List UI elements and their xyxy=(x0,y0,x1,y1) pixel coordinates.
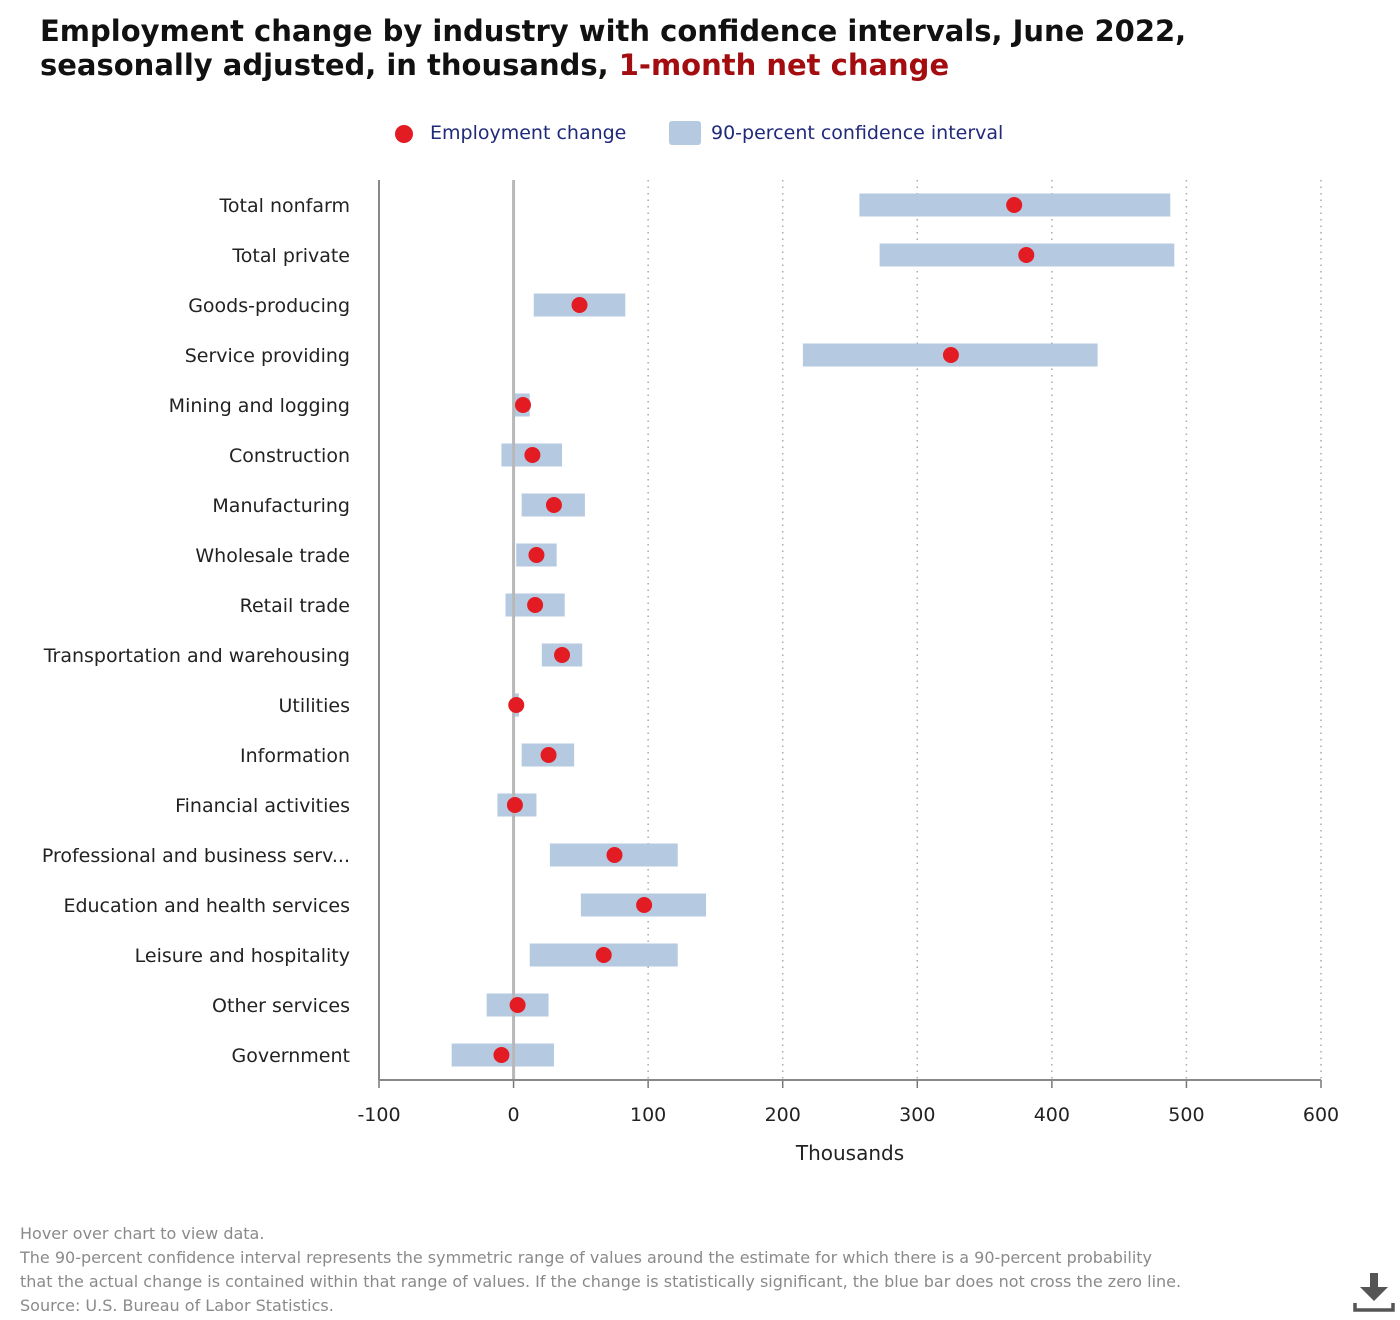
category-label: Leisure and hospitality xyxy=(135,945,350,967)
employment-change-point xyxy=(595,947,612,963)
footnote-interval-note-1: The 90-percent confidence interval repre… xyxy=(20,1248,1152,1267)
category-label: Total private xyxy=(231,245,350,267)
download-icon[interactable] xyxy=(1352,1270,1396,1314)
employment-change-point xyxy=(545,497,562,513)
footnote-interval-note-2: that the actual change is contained with… xyxy=(20,1272,1182,1291)
category-label: Utilities xyxy=(278,695,350,717)
category-label: Professional and business serv... xyxy=(42,845,350,867)
employment-change-point xyxy=(571,297,588,313)
chart-legend: Employment change 90-percent confidence … xyxy=(0,118,1400,152)
x-tick-label: 400 xyxy=(1034,1104,1070,1126)
employment-change-point xyxy=(508,697,525,713)
category-label: Total nonfarm xyxy=(219,195,350,217)
grid-lines xyxy=(647,180,1322,1080)
employment-change-point xyxy=(506,797,523,813)
employment-change-point xyxy=(942,347,959,363)
employment-change-point xyxy=(509,997,526,1013)
x-tick-label: 100 xyxy=(630,1104,666,1126)
chart-plot[interactable]: Total nonfarm Total private Goods-producin… xyxy=(0,0,1400,1200)
x-axis-title: Thousands xyxy=(795,1141,904,1165)
employment-change-point xyxy=(606,847,623,863)
x-tick-labels: -100 0 100 200 300 400 500 600 xyxy=(357,1104,1339,1126)
footnote-source: Source: U.S. Bureau of Labor Statistics. xyxy=(20,1296,334,1315)
x-tick-label: 300 xyxy=(899,1104,935,1126)
legend-interval-label: 90-percent confidence interval xyxy=(711,122,1004,144)
x-tick-label: 0 xyxy=(508,1104,520,1126)
x-tick-label: 200 xyxy=(765,1104,801,1126)
category-labels: Total nonfarm Total private Goods-producin… xyxy=(42,195,350,1067)
category-label: Financial activities xyxy=(175,795,350,817)
employment-change-point xyxy=(524,447,541,463)
employment-change-point xyxy=(1006,197,1023,213)
chart-title-highlight: 1-month net change xyxy=(618,48,950,82)
employment-change-point xyxy=(554,647,571,663)
category-label: Information xyxy=(240,745,350,767)
category-label: Government xyxy=(232,1045,351,1067)
category-label: Mining and logging xyxy=(169,395,350,417)
x-tick-label: 600 xyxy=(1303,1104,1339,1126)
x-tick-label: -100 xyxy=(357,1104,400,1126)
employment-change-point xyxy=(528,547,545,563)
x-tick-label: 500 xyxy=(1168,1104,1204,1126)
category-label: Wholesale trade xyxy=(195,545,350,567)
category-label: Service providing xyxy=(185,345,350,367)
employment-change-point xyxy=(514,397,531,413)
category-label: Goods-producing xyxy=(188,295,350,317)
employment-change-point xyxy=(636,897,653,913)
employment-change-point xyxy=(493,1047,510,1063)
legend-point-label: Employment change xyxy=(430,122,627,144)
category-label: Manufacturing xyxy=(212,495,350,517)
legend-point-swatch xyxy=(395,125,413,143)
footnote-hover-hint: Hover over chart to view data. xyxy=(20,1224,265,1243)
chart-footnote: Hover over chart to view data. The 90-pe… xyxy=(20,1222,1330,1318)
employment-change-point xyxy=(527,597,544,613)
employment-change-point xyxy=(1018,247,1035,263)
category-label: Transportation and warehousing xyxy=(43,645,350,667)
category-label: Retail trade xyxy=(240,595,350,617)
category-label: Other services xyxy=(212,995,350,1017)
chart-title-main: Employment change by industry with confi… xyxy=(40,14,1187,82)
category-label: Construction xyxy=(229,445,350,467)
legend-interval-swatch xyxy=(669,121,701,145)
employment-change-point xyxy=(540,747,557,763)
chart-title: Employment change by industry with confi… xyxy=(40,14,1360,82)
confidence-interval-bars xyxy=(451,193,1175,1067)
axes xyxy=(378,180,1322,1088)
category-label: Education and health services xyxy=(63,895,350,917)
employment-change-points xyxy=(493,197,1035,1063)
